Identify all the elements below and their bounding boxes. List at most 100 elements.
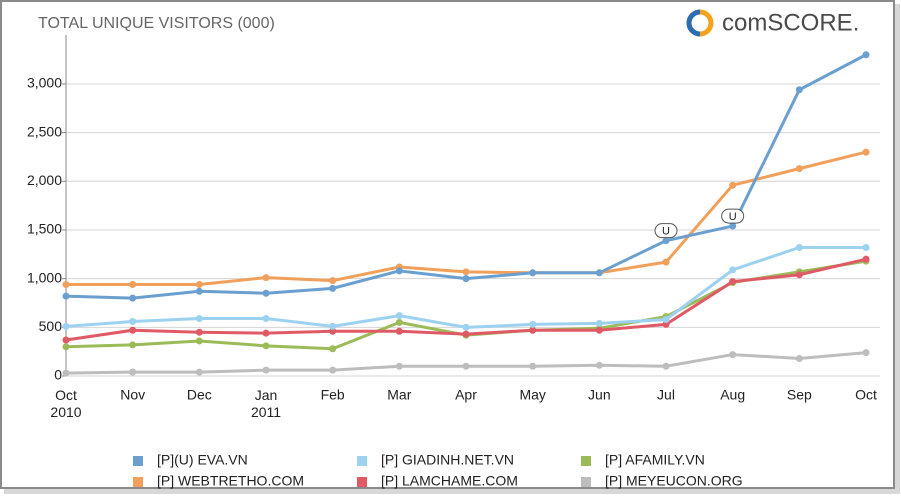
legend-swatch (357, 456, 367, 466)
annotation: U (729, 211, 737, 223)
annotation: U (662, 226, 670, 238)
y-tick-label: 1,500 (27, 221, 62, 237)
frame (0, 0, 895, 489)
point (462, 275, 470, 283)
point (129, 280, 137, 288)
point (262, 342, 270, 350)
point (595, 326, 603, 334)
legend-label: [P] MEYEUCON.ORG (605, 473, 743, 489)
annotation-box (654, 223, 678, 239)
point (462, 323, 470, 331)
y-tick-label: 2,000 (27, 172, 62, 188)
point (129, 294, 137, 302)
point (729, 266, 737, 274)
legend-label: [P] AFAMILY.VN (605, 452, 705, 468)
point (395, 267, 403, 275)
point (795, 243, 803, 251)
chart-title: TOTAL UNIQUE VISITORS (000) (38, 15, 275, 32)
point (795, 271, 803, 279)
point (795, 86, 803, 94)
point (195, 315, 203, 323)
x-tick-label: Nov (120, 387, 145, 403)
point (662, 258, 670, 266)
point (862, 243, 870, 251)
point (329, 284, 337, 292)
point (529, 362, 537, 370)
point (395, 362, 403, 370)
point (329, 327, 337, 335)
point (62, 292, 70, 300)
point (195, 328, 203, 336)
point (195, 337, 203, 345)
x-tick-label: Oct 2010 (50, 387, 81, 420)
point (395, 312, 403, 320)
point (729, 351, 737, 359)
legend-swatch (581, 456, 591, 466)
point (529, 320, 537, 328)
point (662, 316, 670, 324)
point (262, 366, 270, 374)
point (262, 315, 270, 323)
legend-swatch (133, 456, 143, 466)
x-tick-label: Dec (187, 387, 212, 403)
point (262, 274, 270, 282)
point (662, 237, 670, 245)
legend-label: [P](U) EVA.VN (157, 452, 248, 468)
annotation-box (721, 208, 745, 224)
legend-swatch (133, 477, 143, 487)
y-tick-label: 500 (39, 318, 63, 334)
point (329, 322, 337, 330)
point (62, 280, 70, 288)
point (729, 278, 737, 286)
y-tick-label: 3,000 (27, 75, 62, 91)
point (862, 51, 870, 59)
y-tick-label: 0 (54, 367, 62, 383)
legend-swatch (581, 477, 591, 487)
point (395, 327, 403, 335)
point (529, 269, 537, 277)
point (262, 329, 270, 337)
point (529, 326, 537, 334)
point (462, 268, 470, 276)
point (129, 326, 137, 334)
y-tick-label: 1,000 (27, 269, 62, 285)
point (329, 345, 337, 353)
point (662, 362, 670, 370)
x-tick-label: Jul (657, 387, 675, 403)
legend-swatch (357, 477, 367, 487)
x-tick-label: Sep (787, 387, 812, 403)
x-tick-label: Jun (588, 387, 611, 403)
point (662, 320, 670, 328)
point (729, 222, 737, 230)
point (595, 269, 603, 277)
logo-ring (686, 9, 701, 37)
point (195, 368, 203, 376)
point (262, 289, 270, 297)
point (129, 317, 137, 325)
legend-label: [P] WEBTRETHO.COM (157, 473, 304, 489)
x-tick-label: Aug (720, 387, 745, 403)
point (862, 148, 870, 156)
point (195, 287, 203, 295)
point (595, 319, 603, 327)
point (129, 341, 137, 349)
shadow (895, 4, 900, 492)
x-tick-label: Mar (387, 387, 411, 403)
point (62, 322, 70, 330)
point (395, 318, 403, 326)
point (462, 330, 470, 338)
point (729, 181, 737, 189)
point (862, 349, 870, 357)
y-tick-label: 2,500 (27, 123, 62, 139)
x-tick-label: May (519, 387, 545, 403)
point (62, 343, 70, 351)
x-tick-label: Feb (321, 387, 345, 403)
legend-label: [P] LAMCHAME.COM (381, 473, 518, 489)
point (62, 336, 70, 344)
point (195, 280, 203, 288)
logo: comSCORE. (686, 9, 859, 37)
point (129, 368, 137, 376)
x-tick-label: Oct (855, 387, 877, 403)
point (329, 277, 337, 285)
